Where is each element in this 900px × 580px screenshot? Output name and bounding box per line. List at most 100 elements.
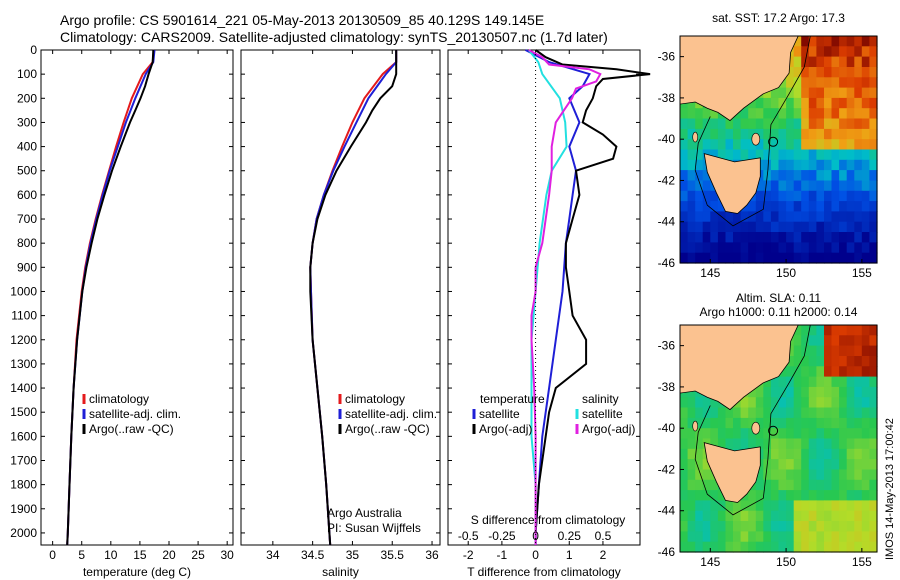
map-cell — [793, 97, 802, 109]
map-cell — [695, 232, 704, 243]
map-cell — [687, 500, 696, 512]
map-cell — [831, 242, 840, 254]
map-cell — [824, 386, 833, 398]
map-cell — [839, 190, 848, 202]
map-cell — [831, 108, 840, 120]
map-cell — [740, 118, 749, 130]
map-cell — [831, 479, 840, 491]
map-cell — [793, 345, 802, 357]
map-cell — [801, 46, 810, 58]
map-cell — [755, 417, 764, 429]
map-cell — [816, 459, 825, 470]
map-cell — [816, 67, 825, 78]
map-cell — [854, 180, 863, 192]
map-cell — [801, 448, 810, 460]
map-cell — [755, 149, 764, 161]
map-cell — [778, 531, 787, 543]
map-cell — [702, 397, 711, 409]
map-cell — [740, 128, 749, 140]
map-cell — [733, 211, 742, 223]
series-line-s-argo-adj- — [528, 49, 602, 545]
map-cell — [831, 139, 840, 151]
map-cell — [793, 201, 802, 212]
map-cell — [748, 221, 757, 233]
map-cell — [801, 428, 810, 440]
profile-panel-3: -2 -1 0 1 2 T difference from climatology -0.5… — [447, 49, 651, 579]
series-line-argo-raw-qc- — [309, 50, 398, 546]
map-cell — [717, 531, 727, 543]
map-cell — [725, 221, 734, 233]
series-line-s-satellite — [528, 49, 568, 545]
map-cell — [801, 149, 810, 161]
map-cell — [770, 201, 780, 212]
map-cell — [801, 87, 810, 99]
map-cell — [710, 428, 719, 440]
map-cell — [824, 201, 833, 212]
map-cell — [680, 118, 689, 130]
map-cell — [816, 386, 825, 398]
y-tick-label: 100 — [17, 67, 37, 81]
map-cell — [869, 386, 878, 398]
map-cell — [869, 490, 878, 501]
map-cell — [846, 36, 855, 47]
map-cell — [778, 510, 787, 522]
map-cell — [770, 469, 780, 481]
map-cell — [702, 128, 711, 140]
map-x-tick-label: 155 — [852, 266, 872, 280]
map-cell — [687, 97, 696, 109]
map-cell — [854, 211, 863, 223]
map-cell — [854, 97, 863, 109]
map-cell — [710, 531, 719, 543]
map-cell — [824, 221, 833, 233]
map-cell — [846, 345, 855, 357]
map-cell — [680, 221, 689, 233]
map-cell — [778, 252, 787, 264]
map-cell — [778, 128, 787, 140]
map-title: Altim. SLA: 0.11 — [736, 291, 821, 305]
map-cell — [808, 139, 817, 151]
map-cell — [695, 118, 704, 130]
map-cell — [824, 335, 833, 347]
map-cell — [869, 252, 878, 264]
map-cell — [824, 356, 833, 367]
map-cell — [801, 356, 810, 367]
map-cell — [816, 541, 825, 553]
map-cell — [733, 531, 742, 543]
map-cell — [824, 242, 833, 254]
map-cell — [717, 490, 727, 501]
annotation-line: Argo Australia — [327, 506, 402, 520]
series-line-argo-adj- — [534, 49, 651, 545]
map-cell — [801, 128, 810, 140]
map-cell — [755, 221, 764, 233]
map-cell — [861, 345, 870, 357]
map-cell — [702, 541, 711, 553]
x-tick-label: 2 — [600, 548, 607, 562]
map-cell — [854, 201, 863, 212]
map-cell — [770, 407, 780, 419]
map-cell — [695, 139, 704, 151]
map-cell — [770, 541, 780, 553]
map-cell — [869, 345, 878, 357]
map-cell — [740, 221, 749, 233]
map-cell — [808, 211, 817, 223]
map-cell — [778, 108, 787, 120]
map-cell — [839, 356, 848, 367]
map-cell — [801, 469, 810, 481]
map-cell — [786, 201, 795, 212]
x-tick-label: 0 — [532, 548, 539, 562]
map-cell — [755, 500, 764, 512]
map-cell — [793, 67, 802, 78]
map-cell — [770, 159, 780, 171]
map-cell — [687, 448, 696, 460]
x-tick-label: 34 — [266, 548, 280, 562]
map-cell — [695, 417, 704, 429]
map-cell — [717, 242, 727, 254]
map-cell — [839, 118, 848, 130]
map-cell — [831, 541, 840, 553]
map-cell — [869, 232, 878, 243]
map-cell — [763, 500, 772, 512]
map-cell — [702, 469, 711, 481]
map-cell — [702, 232, 711, 243]
map-cell — [808, 345, 817, 357]
map-cell — [755, 428, 764, 440]
